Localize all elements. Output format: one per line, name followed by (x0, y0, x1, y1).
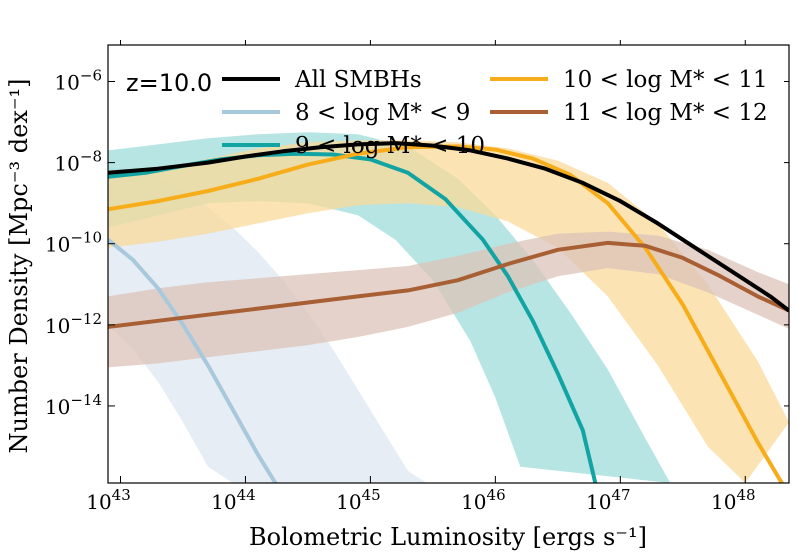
band-series-2 (108, 132, 671, 483)
series-lines (108, 141, 789, 483)
y-tick-label-4: 10−14 (45, 391, 102, 419)
x-tick-label-4: 1047 (586, 486, 631, 514)
plot-frame (107, 44, 790, 484)
redshift-annotation: z=10.0 (126, 69, 212, 97)
legend-label-0: All SMBHs (294, 67, 422, 93)
x-tick-label-5: 1048 (711, 486, 756, 514)
y-tick-label-2: 10−10 (45, 229, 102, 257)
band-series-4 (108, 231, 789, 368)
x-tick-label-3: 1046 (461, 486, 506, 514)
legend-label-4: 11 < log M* < 12 (563, 100, 768, 126)
uncertainty-bands (108, 132, 789, 483)
y-tick-label-0: 10−6 (54, 67, 102, 95)
legend-label-2: 9 < log M* < 10 (295, 133, 485, 159)
line-series-1 (108, 238, 278, 483)
band-series-3 (108, 140, 789, 483)
legend-label-3: 10 < log M* < 11 (563, 67, 768, 93)
y-tick-label-1: 10−8 (54, 148, 102, 176)
line-series-0 (108, 141, 789, 313)
line-series-4 (108, 240, 789, 329)
line-series-3 (108, 144, 785, 483)
legend: All SMBHs 8 < log M* < 9 9 < log M* < 10 10… (222, 67, 768, 159)
x-tick-label-2: 1045 (336, 486, 381, 514)
x-tick-label-0: 1043 (86, 486, 131, 514)
x-tick-label-1: 1044 (211, 486, 256, 514)
x-axis-label: Bolometric Luminosity [ergs s⁻¹] (249, 523, 647, 551)
y-tick-label-3: 10−12 (45, 310, 102, 338)
legend-label-1: 8 < log M* < 9 (295, 100, 470, 126)
y-axis-label: Number Density [Mpc⁻³ dex⁻¹] (5, 78, 33, 453)
